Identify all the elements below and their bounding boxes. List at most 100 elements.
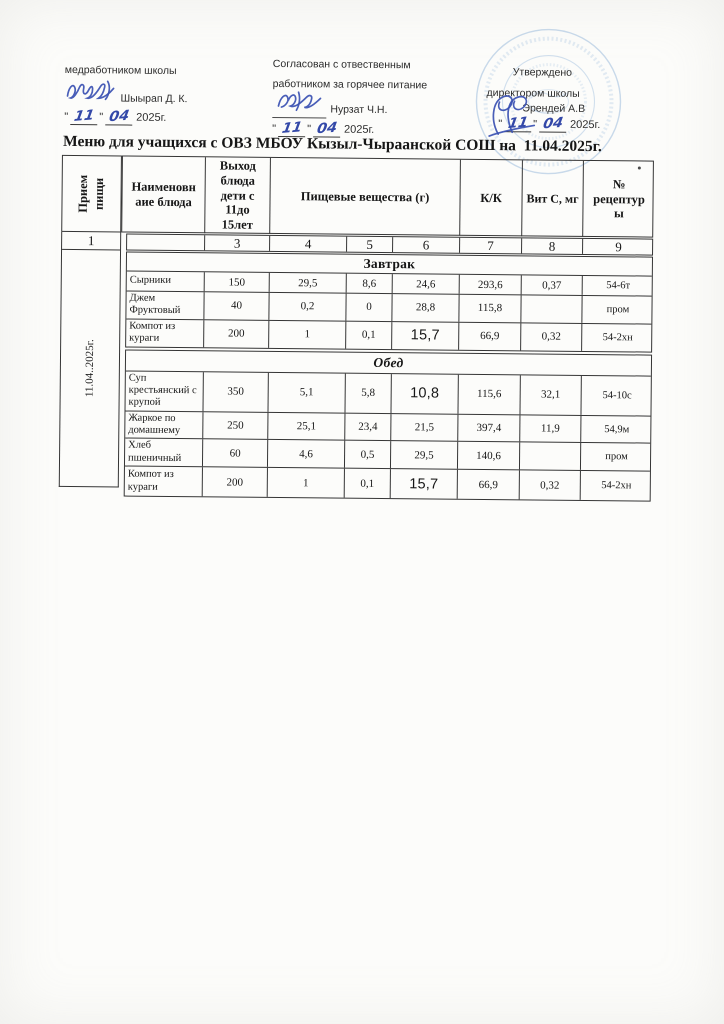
header-meal-column: Прием пищи	[61, 154, 122, 233]
value-cell: 140,6	[457, 442, 521, 470]
value-cell: 0,1	[346, 321, 393, 349]
approval-date: " 11 " 04 2025г.	[64, 107, 264, 127]
dish-name-cell: Джем Фруктовый	[126, 291, 205, 320]
year-label: 2025г.	[136, 111, 167, 125]
header-portion: Выход блюда дети с 11до 15лет	[205, 157, 271, 234]
header-nutrients: Пищевые вещества (г)	[270, 157, 461, 236]
value-cell: 54-2хн	[602, 331, 633, 344]
column-number-cell: 7	[460, 237, 523, 254]
quote-mark: "	[307, 123, 312, 136]
handwritten-day: 11	[72, 107, 96, 126]
value-cell: 23,4	[345, 413, 392, 441]
header-vitamin-c: Вит С, мг	[522, 160, 584, 237]
column-number-1: 1	[62, 231, 121, 251]
quote-mark: "	[99, 111, 104, 124]
column-number-cell: 8	[522, 238, 584, 254]
value-cell: 5,1	[268, 372, 346, 413]
value-cell: 66,9	[459, 322, 522, 350]
value-cell: 0,32	[519, 470, 581, 501]
value-cell: 21,5	[391, 413, 459, 442]
value-cell: 0,2	[269, 292, 347, 321]
handwritten-day: 11	[280, 119, 303, 137]
value-cell: 1	[267, 468, 345, 498]
value-cell: 250	[203, 411, 269, 440]
menu-section-lunch: Обед Суп крестьянский с крупой 350 5,1 5,8 10…	[123, 349, 653, 502]
menu-section-breakfast: Завтрак Сырники 150 29,5 8,6 24,6 293,6 0,37 54-…	[125, 251, 654, 353]
value-cell: 40	[204, 292, 270, 320]
dish-name-cell: Компот из кураги	[124, 466, 203, 497]
value-cell: 8,6	[346, 273, 393, 294]
value-cell: пром	[606, 304, 630, 316]
value-cell: 28,8	[392, 294, 460, 322]
value-cell: пром	[605, 451, 628, 463]
menu-row: Компот из кураги 200 1 0,1 15,7 66,9 0,32 54-2х…	[126, 319, 651, 351]
dish-name-cell: Сырники	[126, 271, 205, 292]
value-cell: 60	[202, 439, 269, 468]
approval-line1: Согласован с отвественным	[272, 57, 411, 72]
value-cell: 24,6	[392, 274, 460, 294]
value-cell: 29,5	[269, 272, 347, 293]
column-number-cell: 4	[270, 235, 348, 252]
quote-mark: "	[64, 111, 69, 124]
header-dish-name: Наименовн аие блюда	[122, 156, 206, 234]
column-number-blank	[127, 234, 206, 251]
meal-date-cell: 11.04..2025г.	[60, 250, 120, 487]
handwritten-month: 04	[541, 114, 564, 133]
value-cell: 0	[346, 293, 393, 321]
column-number-cell: 9	[615, 239, 622, 255]
value-cell: 25,1	[268, 412, 346, 441]
menu-sections: Завтрак Сырники 150 29,5 8,6 24,6 293,6 0,37 54-…	[123, 251, 654, 502]
meal-date-column: 1 11.04..2025г.	[58, 231, 122, 488]
value-cell: 10,8	[391, 373, 459, 414]
handwritten-day: 11	[506, 114, 530, 132]
value-cell: 54-6т	[606, 280, 631, 292]
quote-mark: "	[272, 122, 277, 135]
value-cell: 115,8	[459, 294, 522, 323]
value-cell: 32,1	[520, 374, 582, 415]
value-cell: 66,9	[457, 469, 520, 500]
value-cell	[519, 442, 582, 471]
year-label: 2025г.	[343, 123, 375, 136]
signature-director	[484, 92, 542, 142]
value-cell: 54,9м	[604, 423, 630, 435]
value-cell: 397,4	[458, 414, 521, 442]
approval-block-director: Утверждено директором школы Эрендей А.В …	[486, 66, 647, 137]
value-cell: 5,8	[345, 373, 392, 413]
approval-block-catering: Согласован с отвественным работником за …	[272, 58, 483, 139]
approval-line2: работником за горячее питание	[272, 77, 428, 92]
value-cell: 115,6	[458, 374, 521, 414]
value-cell: 54-10с	[602, 389, 632, 401]
dish-name-cell: Жаркое по домашнему	[125, 411, 204, 439]
vertical-date-label: 11.04..2025г.	[83, 339, 97, 398]
handwritten-month: 04	[107, 107, 130, 126]
value-cell: 29,5	[390, 441, 459, 469]
meal-column-label: Прием пищи	[75, 174, 106, 213]
value-cell: 4,6	[267, 440, 346, 468]
dish-name-cell: Хлеб пшеничный	[124, 438, 204, 467]
value-cell: 0,32	[521, 323, 583, 351]
value-cell: 293,6	[459, 274, 522, 295]
value-cell: 0,5	[344, 441, 392, 469]
value-cell	[521, 295, 583, 323]
approval-role: медработником школы	[64, 63, 177, 78]
column-number-cell: 6	[393, 237, 461, 253]
column-number-cell: 3	[205, 235, 271, 251]
signature-med	[64, 78, 116, 107]
column-number-cell: 5	[347, 236, 394, 253]
value-cell: 350	[203, 371, 269, 412]
value-cell: 15,7	[392, 321, 460, 350]
signature-catering	[272, 91, 327, 119]
dish-name-cell: Суп крестьянский с крупой	[125, 371, 204, 411]
value-cell: 200	[202, 467, 268, 498]
menu-row: Суп крестьянский с крупой 350 5,1 5,8 10,8 11…	[125, 371, 651, 417]
value-cell: 11,9	[520, 414, 582, 443]
dish-name-cell: Компот из кураги	[126, 319, 205, 347]
approval-block-med: медработником школы Шыырап Д. К. " 11 " 04 2…	[64, 64, 265, 127]
table-header-row: Наименовн аие блюда Выход блюда дети с 1…	[121, 155, 654, 238]
menu-table: Прием пищи Наименовн аие блюда Выход блю…	[58, 154, 654, 502]
value-cell: 200	[204, 320, 270, 348]
approver-name: Нурзат Ч.Н.	[330, 103, 388, 117]
